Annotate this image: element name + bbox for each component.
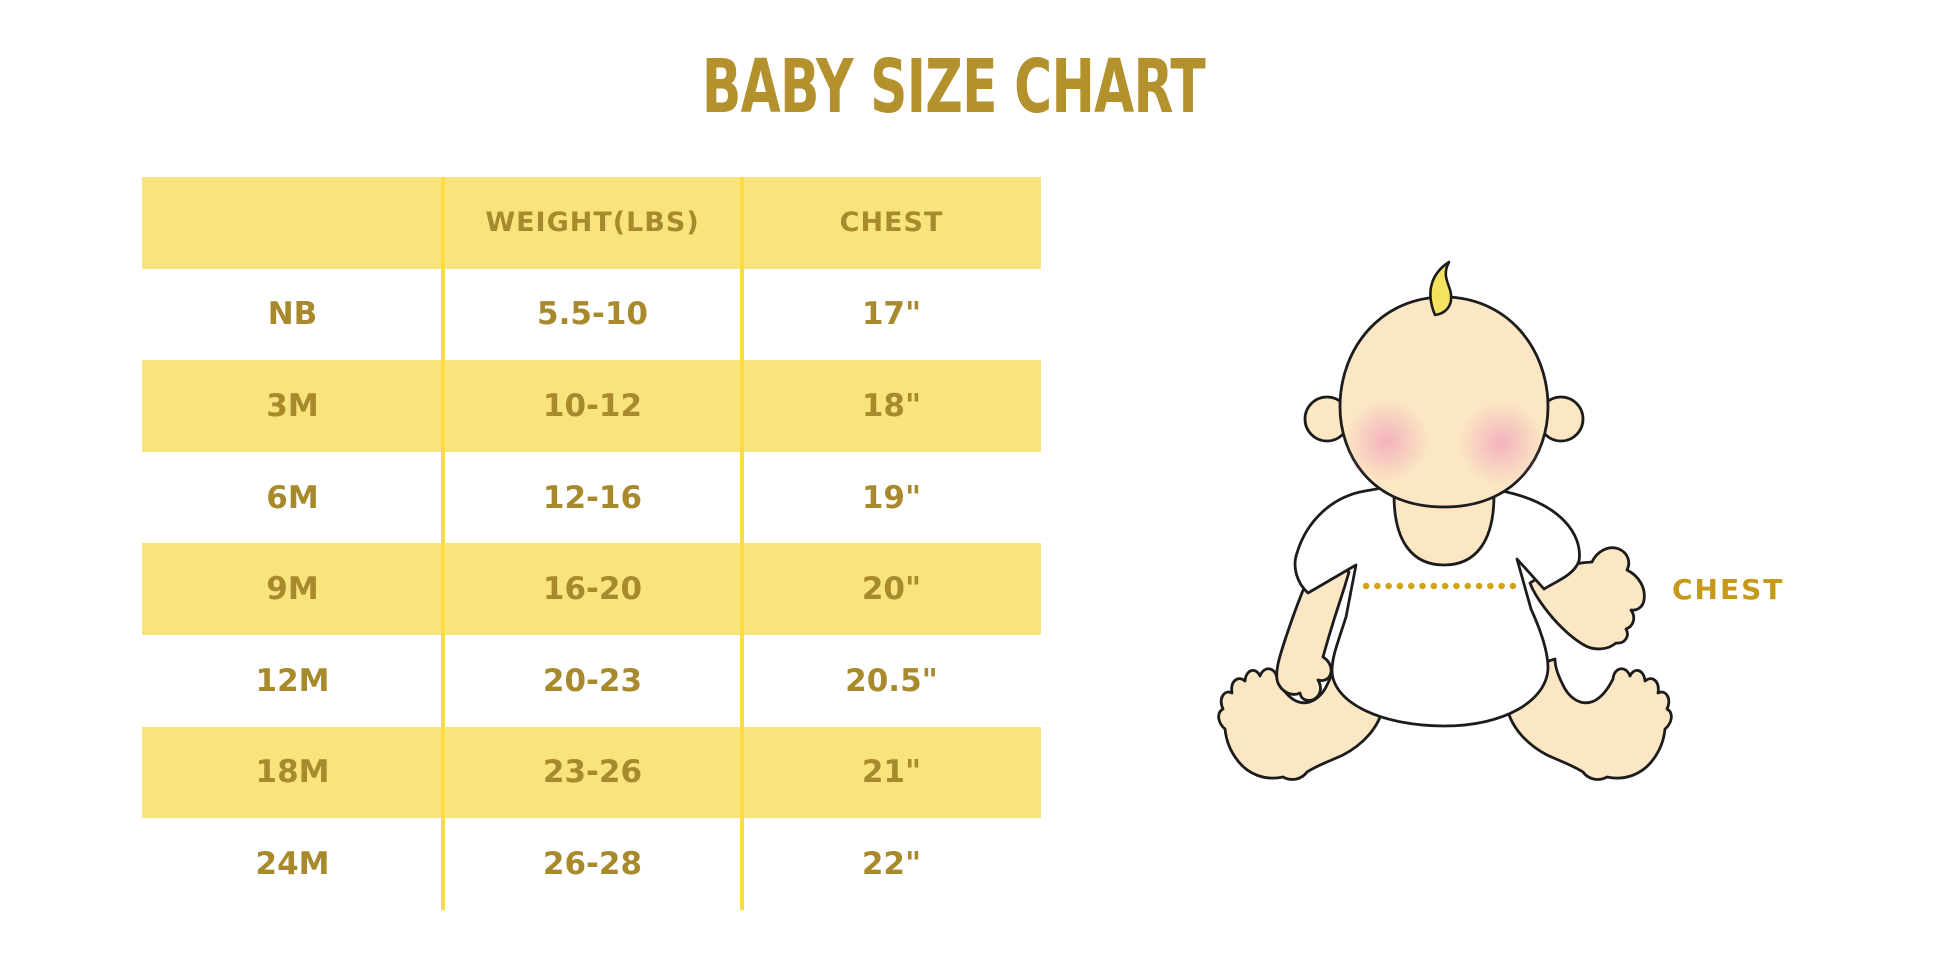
baby-neck bbox=[1392, 487, 1496, 567]
chest-cell: 19" bbox=[861, 479, 922, 516]
header-weight-cell: WEIGHT(LBS) bbox=[485, 207, 700, 239]
page-title-wrap: BABY SIZE CHART bbox=[0, 44, 1906, 130]
weight-cell: 16-20 bbox=[542, 571, 643, 608]
table-row-18m: 18M 23-26 21" bbox=[142, 726, 1041, 819]
weight-cell: 20-23 bbox=[542, 662, 643, 699]
size-cell: 6M bbox=[266, 479, 319, 516]
baby-onesie bbox=[1293, 482, 1581, 728]
table-row-9m: 9M 16-20 20" bbox=[142, 543, 1041, 635]
baby-cheek-right bbox=[1459, 401, 1543, 485]
weight-cell: 26-28 bbox=[542, 845, 643, 882]
chest-cell: 17" bbox=[861, 296, 922, 333]
size-cell: NB bbox=[267, 296, 318, 333]
weight-cell: 23-26 bbox=[542, 754, 643, 791]
chest-cell: 18" bbox=[861, 387, 922, 424]
baby-illustration: CHEST bbox=[1217, 260, 1784, 781]
header-chest-cell: CHEST bbox=[839, 207, 944, 239]
size-cell: 12M bbox=[255, 662, 330, 699]
table-header-row: WEIGHT(LBS) CHEST bbox=[142, 177, 1041, 269]
weight-cell: 10-12 bbox=[542, 387, 643, 424]
chest-label: CHEST bbox=[1672, 573, 1784, 606]
table-row-3m: 3M 10-12 18" bbox=[142, 360, 1041, 452]
table-row-12m: 12M 20-23 20.5" bbox=[142, 634, 1041, 727]
chest-cell: 22" bbox=[861, 845, 922, 882]
weight-cell: 12-16 bbox=[542, 479, 643, 516]
chest-cell: 21" bbox=[861, 754, 922, 791]
size-table: WEIGHT(LBS) CHEST NB 5.5-10 17" 3M 10-12… bbox=[142, 177, 1041, 910]
page-title: BABY SIZE CHART bbox=[701, 44, 1205, 130]
weight-cell: 5.5-10 bbox=[537, 296, 648, 333]
table-row-nb: NB 5.5-10 17" bbox=[142, 268, 1041, 361]
size-cell: 18M bbox=[255, 754, 330, 791]
column-divider-1 bbox=[441, 177, 445, 910]
size-cell: 24M bbox=[255, 845, 330, 882]
chest-cell: 20" bbox=[861, 571, 922, 608]
baby-leg-right bbox=[1504, 657, 1673, 781]
size-cell: 3M bbox=[266, 387, 319, 424]
baby-cheek-left bbox=[1345, 399, 1429, 483]
size-cell: 9M bbox=[266, 571, 319, 608]
table-row-6m: 6M 12-16 19" bbox=[142, 451, 1041, 544]
baby-hair-icon bbox=[1429, 260, 1453, 317]
baby-illustration-wrap: CHEST bbox=[1180, 245, 1840, 805]
baby-arm-left bbox=[1275, 553, 1351, 702]
header-size-cell bbox=[142, 177, 443, 269]
chest-cell: 20.5" bbox=[845, 662, 938, 699]
table-row-24m: 24M 26-28 22" bbox=[142, 818, 1041, 910]
column-divider-2 bbox=[740, 177, 744, 910]
